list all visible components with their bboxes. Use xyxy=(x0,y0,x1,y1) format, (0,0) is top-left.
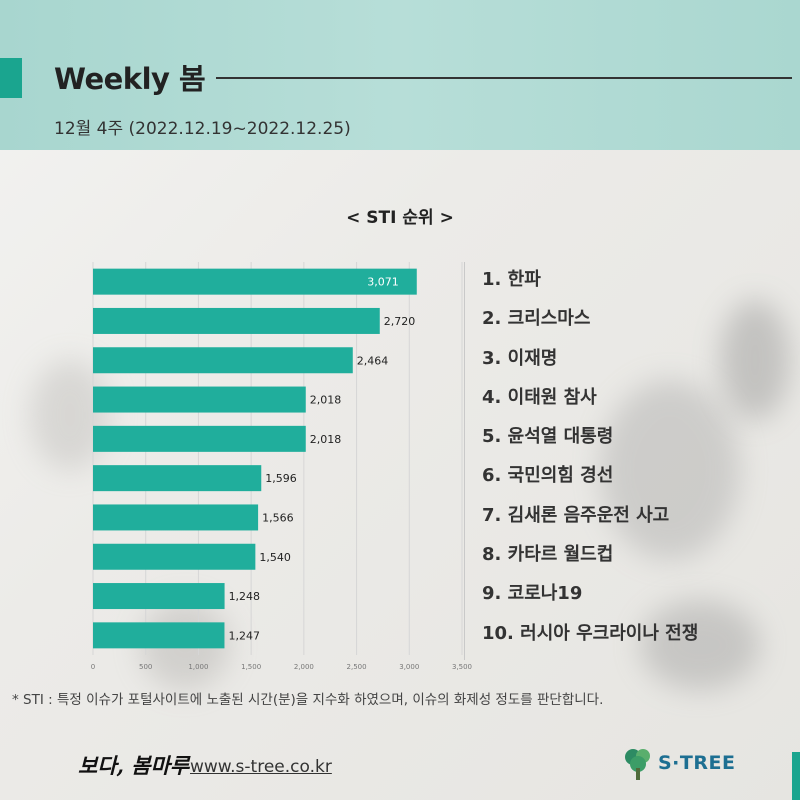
logo-text: S·TREE xyxy=(658,752,736,774)
chart-title: < STI 순위 > xyxy=(346,208,454,228)
ranking-item: 1. 한파 xyxy=(482,269,541,290)
bar xyxy=(93,386,306,413)
list-divider xyxy=(464,262,465,660)
x-tick-label: 1,000 xyxy=(188,663,208,671)
data-label: 3,071 xyxy=(367,276,399,289)
brand-signature: 보다, 봄마루 xyxy=(78,753,190,778)
corner-accent xyxy=(792,752,800,800)
x-tick-label: 2,000 xyxy=(294,663,314,671)
ranking-item: 4. 이태원 참사 xyxy=(482,386,597,408)
website-link[interactable]: www.s-tree.co.kr xyxy=(190,757,332,777)
bar xyxy=(93,268,417,295)
bar xyxy=(93,622,225,649)
tree-icon xyxy=(625,749,650,780)
x-tick-label: 3,500 xyxy=(452,663,472,671)
bar xyxy=(93,543,256,570)
x-tick-label: 500 xyxy=(139,663,152,671)
data-label: 1,247 xyxy=(228,629,260,642)
page-title: Weekly 봄 xyxy=(54,62,206,96)
bar xyxy=(93,425,306,452)
bar xyxy=(93,465,262,492)
footnote: * STI : 특정 이슈가 포털사이트에 노출된 시간(분)을 지수화 하였으… xyxy=(12,692,604,708)
ranking-list: 1. 한파 2. 크리스마스 3. 이재명 4. 이태원 참사 5. 윤석열 대통령 6.… xyxy=(482,263,698,656)
ranking-item: 3. 이재명 xyxy=(482,347,558,369)
data-label: 2,464 xyxy=(357,354,389,367)
x-tick-label: 1,500 xyxy=(241,663,261,671)
ranking-item: 10. 러시아 우크라이나 전쟁 xyxy=(482,622,699,644)
data-label: 2,720 xyxy=(384,315,416,328)
background-blur xyxy=(600,380,740,560)
data-label: 1,596 xyxy=(265,472,297,485)
data-label: 2,018 xyxy=(310,394,342,407)
x-tick-label: 0 xyxy=(91,663,95,671)
data-label: 1,566 xyxy=(262,511,294,524)
ranking-item: 7. 김새론 음주운전 사고 xyxy=(482,504,670,526)
ranking-item: 6. 국민의힘 경선 xyxy=(482,465,614,487)
background-blur xyxy=(720,300,790,420)
data-label: 2,018 xyxy=(310,433,342,446)
bar xyxy=(93,583,225,610)
ranking-item: 9. 코로나19 xyxy=(482,583,583,605)
bar xyxy=(93,504,259,531)
data-label: 1,248 xyxy=(229,590,261,603)
stree-logo: S·TREE xyxy=(622,746,740,782)
bar xyxy=(93,347,353,374)
x-tick-label: 2,500 xyxy=(347,663,367,671)
ranking-item: 2. 크리스마스 xyxy=(482,308,591,330)
date-range-subtitle: 12월 4주 (2022.12.19~2022.12.25) xyxy=(54,119,351,139)
background-blur xyxy=(640,600,760,690)
header-banner: Weekly 봄 12월 4주 (2022.12.19~2022.12.25) xyxy=(0,0,800,150)
accent-bar xyxy=(0,58,22,98)
bar xyxy=(93,307,380,334)
ranking-item: 8. 카타르 월드컵 xyxy=(482,544,614,566)
x-tick-label: 3,000 xyxy=(399,663,419,671)
title-divider xyxy=(216,77,792,79)
ranking-item: 5. 윤석열 대통령 xyxy=(482,426,614,448)
data-label: 1,540 xyxy=(259,551,291,564)
